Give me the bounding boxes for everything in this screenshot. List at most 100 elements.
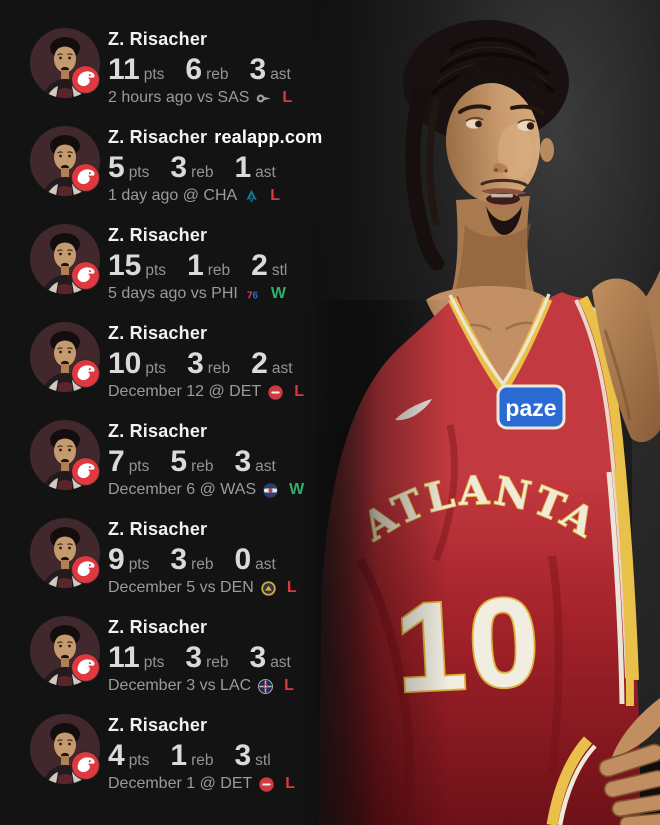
stat-label: pts	[143, 66, 165, 83]
stat-value: 1	[234, 151, 252, 184]
hawks-badge-icon	[71, 653, 100, 682]
game-result-badge: L	[286, 579, 297, 596]
player-avatar[interactable]	[30, 420, 100, 490]
player-avatar[interactable]	[30, 616, 100, 686]
stat-label: pts	[145, 360, 167, 377]
stat-label: stl	[271, 262, 288, 279]
sponsor-patch: paze	[496, 384, 566, 430]
stat-ast: 0 ast	[234, 543, 275, 576]
player-name-line: Z. Risacher realapp.com	[108, 126, 323, 149]
game-result-badge: L	[284, 677, 294, 694]
game-log-row[interactable]: Z. Risacher 7 pts 5 reb 3 ast December 6 @ WA…	[30, 420, 323, 518]
stat-label: pts	[128, 458, 150, 475]
opponent-logo-icon	[255, 90, 272, 107]
stat-value: 3	[170, 151, 188, 184]
hawks-badge-icon	[71, 555, 100, 584]
opponent-logo-icon	[257, 678, 274, 695]
hawks-badge-icon	[71, 261, 100, 290]
game-log-row[interactable]: Z. Risacher 4 pts 1 reb 3 stl December 1 @ DE…	[30, 714, 323, 812]
stat-value: 3	[249, 53, 267, 86]
stat-value: 3	[187, 347, 204, 380]
stat-value: 3	[234, 445, 252, 478]
game-date-line: December 6 @ WAS W	[108, 481, 304, 499]
game-date-text: 1 day ago @ CHA	[108, 187, 238, 204]
stat-value: 4	[108, 739, 125, 772]
svg-text:76: 76	[247, 290, 259, 301]
player-avatar[interactable]	[30, 224, 100, 294]
stat-reb: 3 reb	[170, 543, 213, 576]
game-date-line: December 3 vs LAC L	[108, 677, 294, 695]
stat-reb: 3 reb	[187, 347, 230, 380]
game-date-line: 1 day ago @ CHA L	[108, 187, 323, 205]
game-log-text: Z. Risacher 11 pts 6 reb 3 ast 2 hours ago vs…	[108, 28, 292, 107]
opponent-logo-icon	[267, 384, 284, 401]
player-face	[445, 58, 554, 294]
game-log-text: Z. Risacher 15 pts 1 reb 2 stl 5 days ago vs …	[108, 224, 287, 303]
game-log-row[interactable]: Z. Risacher 11 pts 3 reb 3 ast December 3 vs …	[30, 616, 323, 714]
player-avatar[interactable]	[30, 322, 100, 392]
stat-label: reb	[191, 556, 214, 573]
stat-pts: 11 pts	[108, 53, 164, 86]
stat-label: pts	[143, 654, 165, 671]
stat-label: pts	[128, 164, 150, 181]
stat-value: 2	[251, 249, 268, 282]
stat-label: pts	[128, 752, 150, 769]
stat-value: 11	[108, 641, 140, 674]
stats-line: 11 pts 3 reb 3 ast	[108, 641, 294, 674]
photo-left-fade	[300, 0, 378, 825]
stat-label: pts	[128, 556, 150, 573]
stat-ast: 3 ast	[234, 445, 275, 478]
stats-line: 11 pts 6 reb 3 ast	[108, 53, 292, 86]
stat-pts: 9 pts	[108, 543, 149, 576]
game-date-line: December 1 @ DET L	[108, 775, 295, 793]
game-date-line: 5 days ago vs PHI 76 W	[108, 285, 287, 303]
stat-reb: 6 reb	[185, 53, 228, 86]
stat-value: 3	[185, 641, 203, 674]
stat-value: 15	[108, 249, 142, 282]
game-log-text: Z. Risacher 11 pts 3 reb 3 ast December 3 vs …	[108, 616, 294, 695]
stat-stl: 3 stl	[234, 739, 270, 772]
player-name-line: Z. Risacher	[108, 322, 304, 345]
game-log-row[interactable]: Z. Risacher 15 pts 1 reb 2 stl 5 days ago vs …	[30, 224, 323, 322]
sponsor-text: paze	[505, 395, 556, 421]
player-avatar[interactable]	[30, 28, 100, 98]
stat-ast: 1 ast	[234, 151, 275, 184]
stat-reb: 5 reb	[170, 445, 213, 478]
stat-pts: 7 pts	[108, 445, 149, 478]
hawks-badge-icon	[71, 359, 100, 388]
stats-line: 10 pts 3 reb 2 ast	[108, 347, 304, 380]
stat-value: 5	[170, 445, 188, 478]
stats-line: 4 pts 1 reb 3 stl	[108, 739, 295, 772]
game-log-text: Z. Risacher 7 pts 5 reb 3 ast December 6 @ WA…	[108, 420, 304, 499]
stat-value: 3	[234, 739, 252, 772]
hawks-badge-icon	[71, 457, 100, 486]
game-date-text: December 6 @ WAS	[108, 481, 257, 498]
watermark-text: realapp.com	[214, 127, 323, 147]
stat-label: stl	[255, 752, 271, 769]
stat-value: 1	[170, 739, 188, 772]
game-log-row[interactable]: Z. Risacher 9 pts 3 reb 0 ast December 5 vs D…	[30, 518, 323, 616]
stat-label: reb	[191, 458, 214, 475]
stat-value: 6	[185, 53, 203, 86]
stat-label: ast	[255, 458, 276, 475]
stat-label: reb	[206, 66, 229, 83]
game-date-line: December 5 vs DEN L	[108, 579, 297, 597]
player-name-line: Z. Risacher	[108, 28, 292, 51]
player-name: Z. Risacher	[108, 715, 208, 735]
opponent-logo-icon: 76	[244, 286, 261, 303]
player-avatar[interactable]	[30, 126, 100, 196]
player-avatar[interactable]	[30, 714, 100, 784]
game-log-text: Z. Risacher 10 pts 3 reb 2 ast December 12 @ …	[108, 322, 304, 401]
hawks-badge-icon	[71, 751, 100, 780]
game-log-row[interactable]: Z. Risacher 10 pts 3 reb 2 ast December 12 @ …	[30, 322, 323, 420]
player-avatar[interactable]	[30, 518, 100, 588]
game-log-row[interactable]: Z. Risacher 11 pts 6 reb 3 ast 2 hours ago vs…	[30, 28, 323, 126]
stat-ast: 3 ast	[250, 641, 291, 674]
stat-pts: 15 pts	[108, 249, 166, 282]
stat-value: 3	[170, 543, 188, 576]
game-log-row[interactable]: Z. Risacher realapp.com 5 pts 3 reb 1 ast 1 da…	[30, 126, 323, 224]
stat-label: pts	[145, 262, 167, 279]
game-log-text: Z. Risacher realapp.com 5 pts 3 reb 1 ast 1 da…	[108, 126, 323, 205]
player-hand	[546, 698, 660, 825]
